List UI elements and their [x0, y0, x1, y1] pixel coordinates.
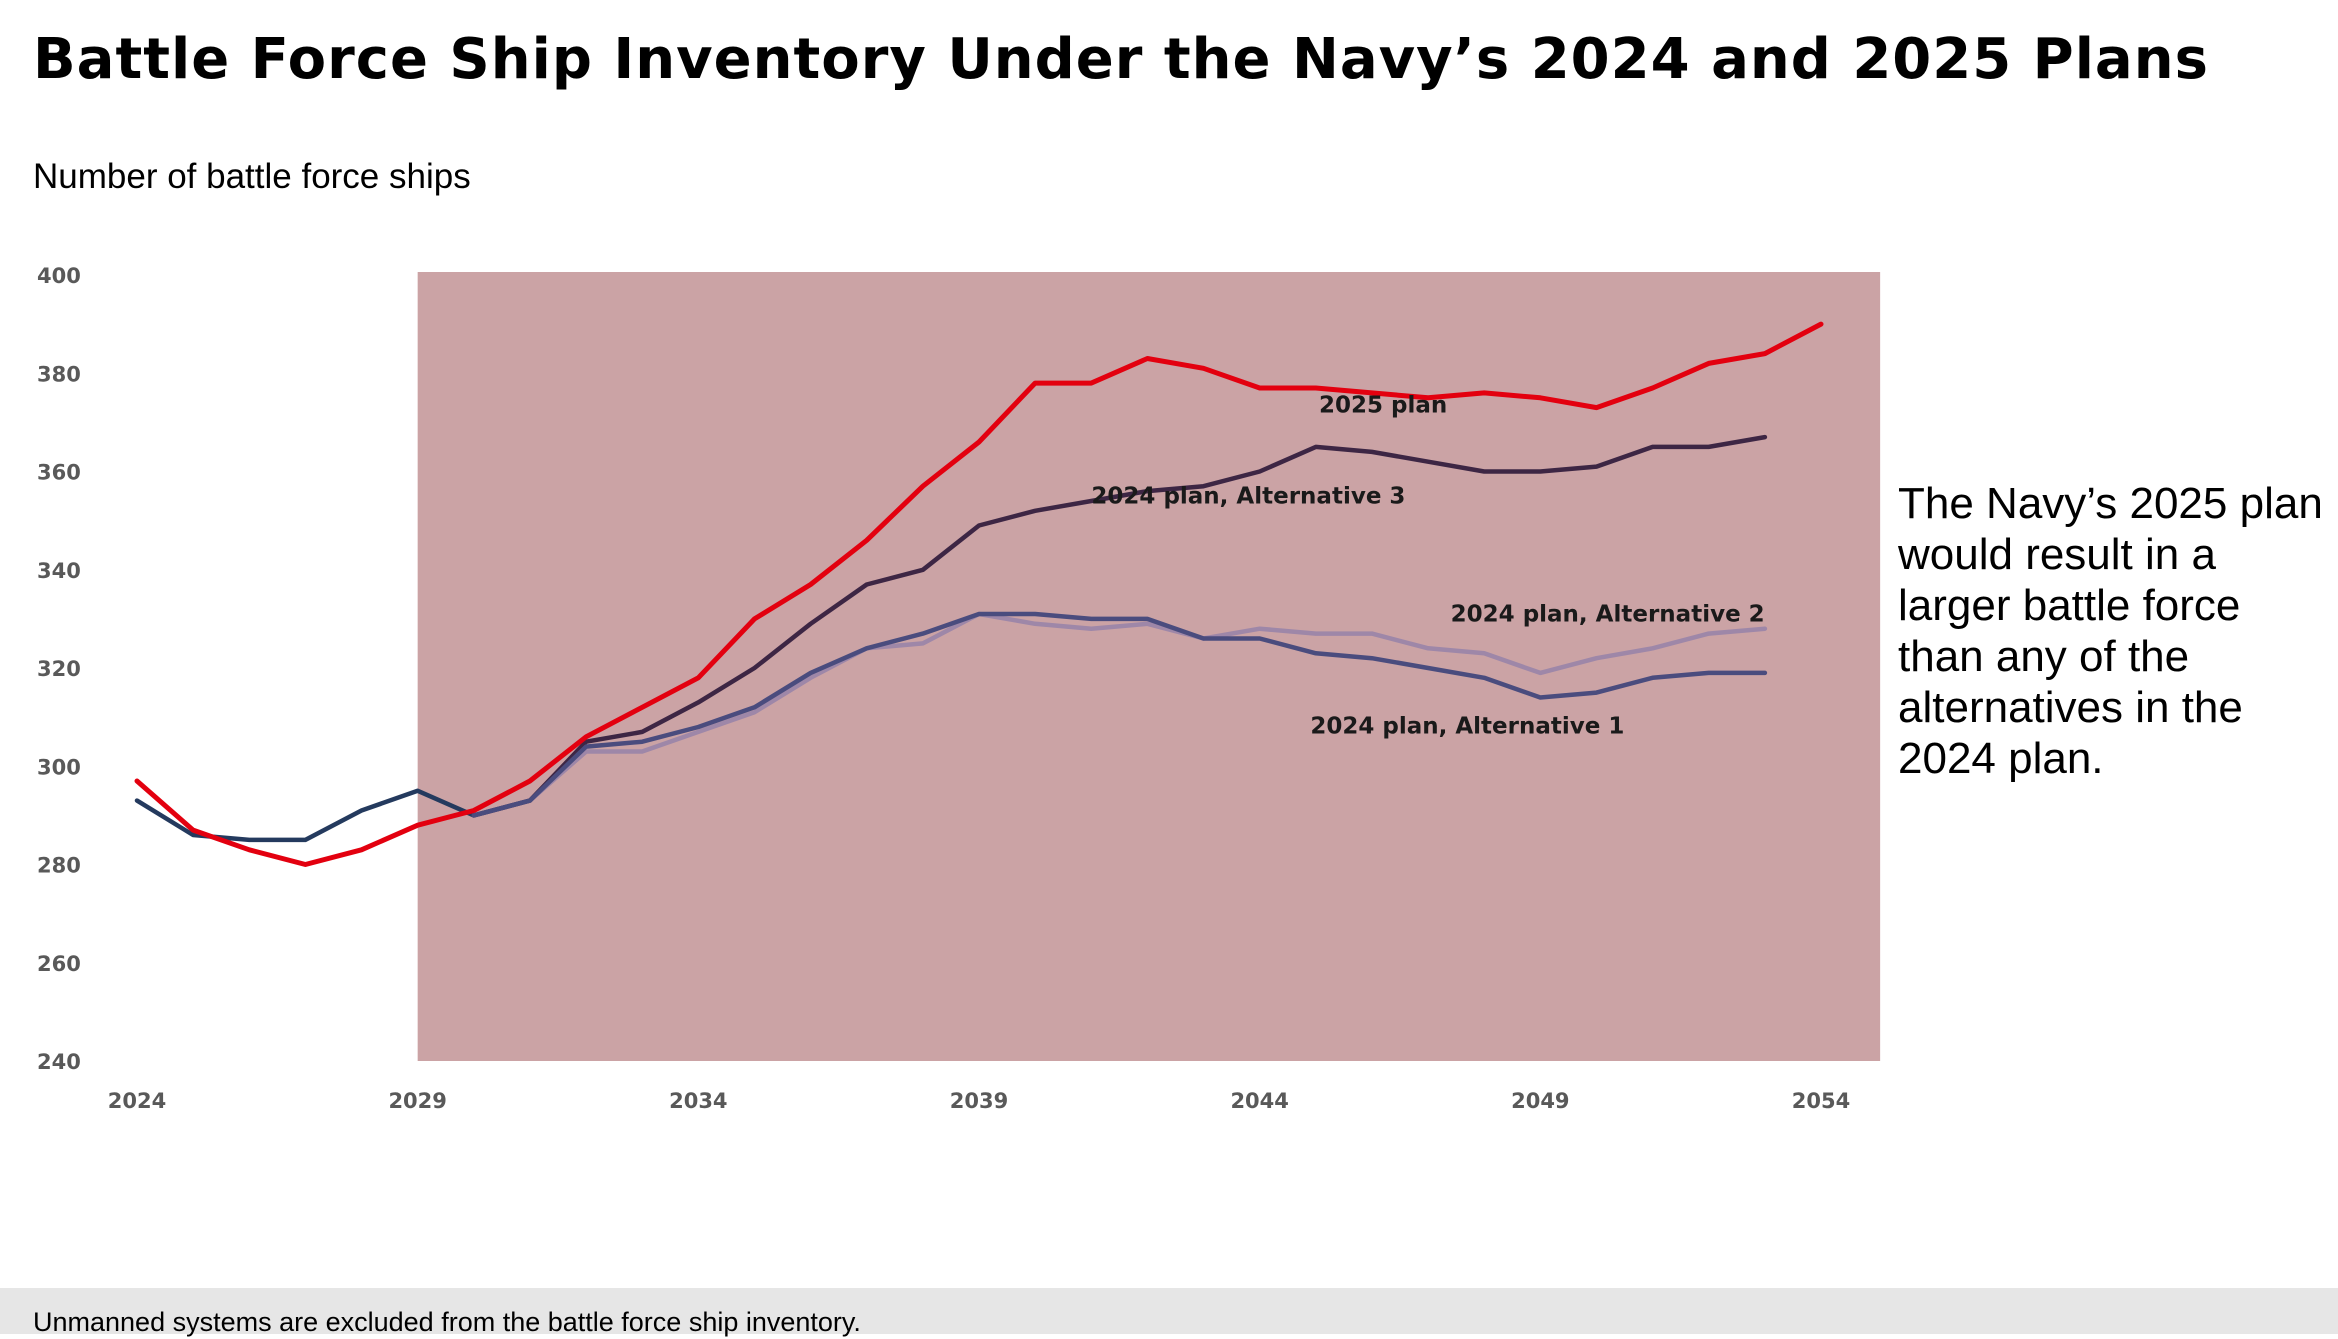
series-label-alternative-2: 2024 plan, Alternative 2 [1451, 601, 1765, 627]
plan-2025-line [134, 321, 1824, 867]
annotation-note: The Navy’s 2025 plan would result in a l… [1898, 479, 2323, 783]
series-label-2025-plan: 2025 plan [1319, 393, 1447, 419]
y-axis-title: Number of battle force ships [33, 157, 471, 196]
x-tick-label: 2024 [108, 1089, 166, 1113]
x-tick-label: 2034 [669, 1089, 727, 1113]
x-tick-label: 2029 [388, 1089, 446, 1113]
x-tick-label: 2039 [950, 1089, 1008, 1113]
series-label-alternative-1: 2024 plan, Alternative 1 [1310, 713, 1624, 739]
footer-bar: Unmanned systems are excluded from the b… [0, 1288, 2338, 1337]
y-tick-label: 300 [37, 755, 81, 779]
x-tick-label: 2049 [1511, 1089, 1569, 1113]
series-label-alternative-3: 2024 plan, Alternative 3 [1091, 483, 1405, 509]
y-tick-label: 320 [37, 657, 81, 681]
y-tick-label: 260 [37, 952, 81, 976]
shaded-projection-region [417, 272, 1881, 1061]
y-axis-ticks: 240 260 280 300 320 340 360 380 400 [37, 264, 81, 1074]
y-tick-label: 280 [37, 854, 81, 878]
footer-note: Unmanned systems are excluded from the b… [33, 1307, 861, 1337]
alternative-1-line [471, 611, 1768, 818]
y-tick-label: 240 [37, 1050, 81, 1074]
x-tick-label: 2054 [1792, 1089, 1850, 1113]
y-tick-label: 360 [37, 461, 81, 485]
alternative-2-line [471, 611, 1768, 818]
x-axis-ticks: 2024 2029 2034 2039 2044 2049 2054 [108, 1089, 1850, 1113]
y-tick-label: 400 [37, 264, 81, 288]
series-labels: 2025 plan 2024 plan, Alternative 3 2024 pl… [1091, 393, 1764, 740]
series-lines [134, 321, 1824, 867]
x-tick-label: 2044 [1230, 1089, 1288, 1113]
alternative-3-line [471, 434, 1768, 818]
chart-title: Battle Force Ship Inventory Under the Na… [33, 27, 2209, 92]
y-tick-label: 340 [37, 559, 81, 583]
y-tick-label: 380 [37, 362, 81, 386]
early-2024-plan-line [134, 788, 477, 843]
